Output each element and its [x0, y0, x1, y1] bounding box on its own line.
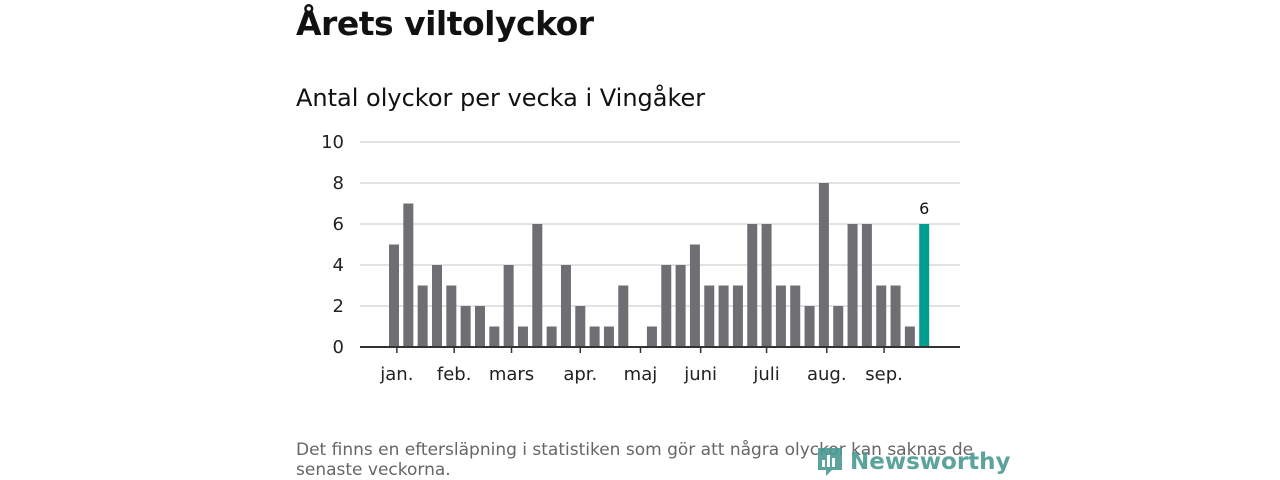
- bar: [446, 285, 457, 347]
- x-tick-label: feb.: [437, 364, 472, 385]
- bar: [818, 183, 829, 347]
- newsworthy-logo: Newsworthy: [816, 446, 1011, 478]
- bar: [489, 326, 500, 347]
- bar-chart-icon: [818, 448, 842, 476]
- grid-lines: [360, 141, 960, 307]
- bar: [474, 306, 485, 347]
- bar: [661, 265, 672, 347]
- bar: [861, 224, 872, 347]
- chart-subtitle: Antal olyckor per vecka i Vingåker: [296, 84, 706, 112]
- data-labels: 6: [919, 199, 929, 218]
- bar: [575, 306, 586, 347]
- bar: [646, 326, 657, 347]
- bar: [876, 285, 887, 347]
- y-tick-label: 10: [321, 132, 344, 153]
- x-tick-label: maj: [624, 364, 658, 385]
- page-title: Årets viltolyckor: [296, 4, 594, 43]
- logo-text: Newsworthy: [850, 449, 1011, 475]
- bar: [403, 203, 414, 347]
- x-tick-label: sep.: [865, 364, 903, 385]
- y-axis-ticks: 0 2 4 6 8 10: [321, 132, 344, 358]
- y-tick-label: 6: [333, 214, 344, 235]
- bar: [890, 285, 901, 347]
- bar: [704, 285, 715, 347]
- bar: [775, 285, 786, 347]
- bar: [517, 326, 528, 347]
- bar: [603, 326, 614, 347]
- bar: [389, 244, 399, 347]
- bar: [847, 224, 858, 347]
- bar: [804, 306, 815, 347]
- bar: [546, 326, 557, 347]
- x-axis-ticks: jan. feb. mars apr. maj juni juli aug. sep.: [379, 347, 903, 385]
- y-tick-label: 2: [333, 296, 344, 317]
- bar-highlighted: [919, 224, 930, 347]
- highlight-value-label: 6: [919, 199, 929, 218]
- x-tick-label: mars: [489, 364, 534, 385]
- bar: [589, 326, 600, 347]
- bar: [460, 306, 471, 347]
- footnote: Det finns en eftersläpning i statistiken…: [296, 440, 974, 480]
- bar: [560, 265, 571, 347]
- bars: [389, 183, 930, 347]
- bar: [689, 244, 700, 347]
- bar: [431, 265, 442, 347]
- bar: [833, 306, 844, 347]
- x-tick-label: jan.: [379, 364, 413, 385]
- x-tick-label: juni: [683, 364, 717, 385]
- y-tick-label: 0: [333, 337, 344, 358]
- bar: [718, 285, 729, 347]
- bar: [904, 326, 915, 347]
- bar: [532, 224, 543, 347]
- bar: [790, 285, 801, 347]
- bar: [732, 285, 743, 347]
- bar: [747, 224, 758, 347]
- y-tick-label: 4: [333, 255, 344, 276]
- x-tick-label: apr.: [563, 364, 597, 385]
- bar: [618, 285, 629, 347]
- y-tick-label: 8: [333, 173, 344, 194]
- bar: [761, 224, 772, 347]
- x-tick-label: aug.: [807, 364, 847, 385]
- bar: [675, 265, 686, 347]
- bar: [503, 265, 514, 347]
- bar: [417, 285, 428, 347]
- bar-chart: 0 2 4 6 8 10 jan. feb. mars apr. maj juni juli aug. s…: [321, 132, 960, 385]
- x-tick-label: juli: [752, 364, 779, 385]
